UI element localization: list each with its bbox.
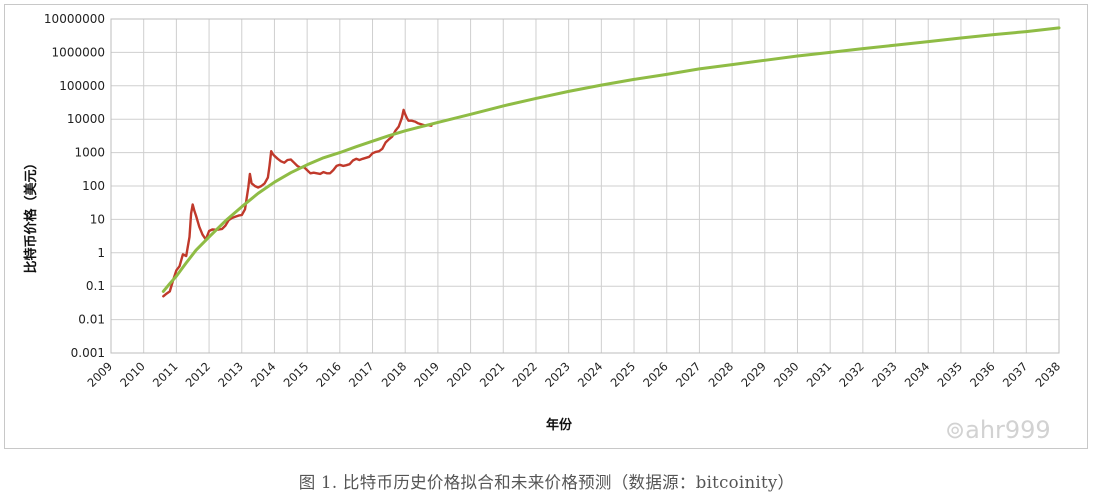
figure-caption: 图 1. 比特币历史价格拟合和未来价格预测（数据源：bitcoinity） [298,473,795,492]
fit-curve-line [161,26,1061,293]
x-tick-label: 2020 [444,359,475,390]
x-tick-label: 2013 [215,359,246,390]
x-tick-label: 2011 [150,359,181,390]
x-tick-label: 2014 [248,359,279,390]
plot-border [110,18,1060,354]
x-tick-label: 2036 [967,359,998,390]
x-tick-label: 2017 [346,359,377,390]
historical-price-line [162,108,433,298]
x-tick-label: 2034 [902,359,933,390]
y-tick-label: 100 [82,179,105,193]
x-tick-label: 2038 [1033,359,1064,390]
watermark-text: ahr999 [965,416,1051,444]
x-tick-label: 2024 [575,359,606,390]
x-tick-label: 2009 [85,359,116,390]
x-tick-label: 2035 [934,359,965,390]
x-tick-label: 2030 [771,359,802,390]
x-tick-label: 2031 [804,359,835,390]
watermark: ⊚ahr999 [945,416,1051,444]
y-axis-title: 比特币价格（美元） [23,156,39,273]
x-tick-label: 2029 [738,359,769,390]
series [161,26,1061,298]
x-tick-label: 2019 [411,359,442,390]
x-tick-label: 2037 [1000,359,1031,390]
y-tick-label: 10000000 [44,12,105,26]
x-axis-ticks: 2009 2010 2011 2012 2013 2014 2015 2016 2017 2018… [85,359,1064,390]
y-tick-label: 10000 [67,112,105,126]
x-tick-label: 2010 [117,359,148,390]
x-tick-label: 2025 [608,359,639,390]
chart-canvas: 0.001 0.01 0.1 1 10 100 1000 10000 100000 1000000… [23,12,1064,433]
y-axis-ticks: 0.001 0.01 0.1 1 10 100 1000 10000 100000 1000000… [44,12,105,360]
x-tick-label: 2033 [869,359,900,390]
y-tick-label: 0.001 [71,346,105,360]
x-tick-label: 2023 [542,359,573,390]
x-tick-label: 2032 [836,359,867,390]
x-tick-label: 2028 [706,359,737,390]
chart-frame: 0.001 0.01 0.1 1 10 100 1000 10000 100000 1000000… [4,4,1088,449]
x-tick-label: 2012 [183,359,214,390]
y-tick-label: 1 [97,246,105,260]
x-tick-label: 2027 [673,359,704,390]
x-tick-label: 2026 [640,359,671,390]
y-tick-label: 0.1 [86,279,105,293]
y-tick-label: 0.01 [78,313,105,327]
x-tick-label: 2022 [509,359,540,390]
y-tick-label: 100000 [59,79,105,93]
x-axis-title: 年份 [546,417,573,433]
x-tick-label: 2018 [379,359,410,390]
x-tick-label: 2016 [313,359,344,390]
y-tick-label: 1000000 [52,45,105,59]
y-tick-label: 10 [90,212,105,226]
weibo-icon: ⊚ [945,416,966,444]
y-tick-label: 1000 [74,146,105,160]
x-tick-label: 2015 [281,359,312,390]
x-tick-label: 2021 [477,359,508,390]
